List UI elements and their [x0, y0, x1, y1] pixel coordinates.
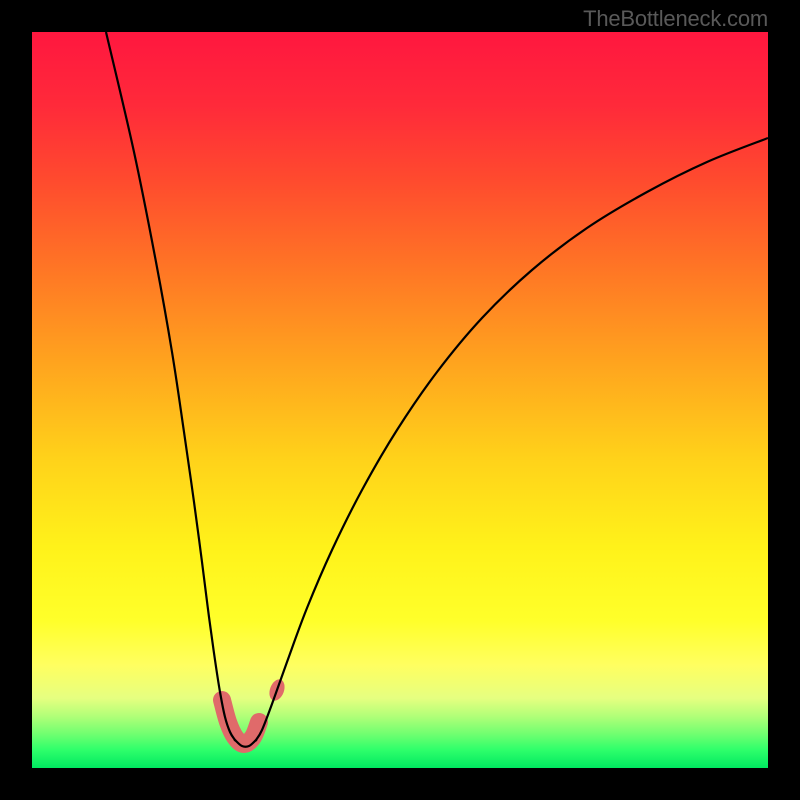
bottleneck-curve: [106, 32, 768, 747]
watermark-text: TheBottleneck.com: [583, 6, 768, 32]
highlight-u: [222, 700, 259, 744]
chart-stage: TheBottleneck.com: [0, 0, 800, 800]
plot-area: [32, 32, 768, 768]
curves-layer: [32, 32, 768, 768]
